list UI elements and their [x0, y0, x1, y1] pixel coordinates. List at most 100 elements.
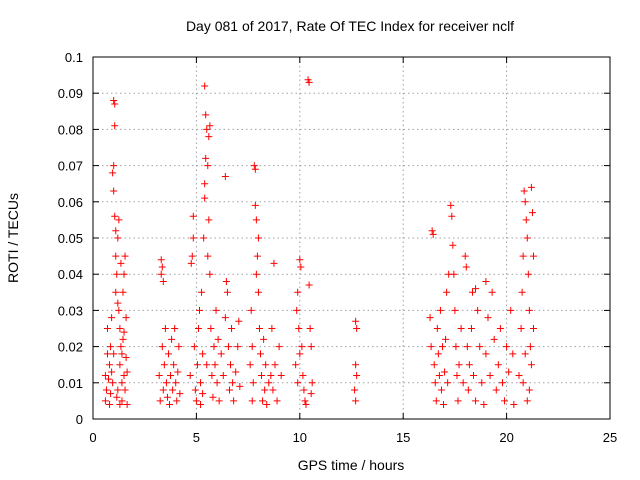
data-point	[118, 350, 126, 358]
data-point	[217, 350, 225, 358]
data-point	[190, 343, 198, 351]
data-point	[498, 379, 506, 387]
y-tick-label: 0.08	[58, 122, 83, 137]
data-point	[440, 401, 448, 409]
data-point	[200, 234, 208, 242]
y-tick-label: 0.09	[58, 86, 83, 101]
data-point	[115, 216, 123, 224]
y-tick-label: 0.05	[58, 231, 83, 246]
data-point	[123, 401, 131, 409]
data-point	[110, 187, 118, 195]
data-point	[224, 343, 232, 351]
data-point	[109, 379, 117, 387]
data-point	[122, 314, 130, 322]
data-point	[192, 397, 200, 405]
data-point	[223, 288, 231, 296]
data-point	[236, 382, 244, 390]
data-point	[191, 386, 199, 394]
data-point	[112, 252, 120, 260]
data-point	[435, 372, 443, 380]
data-point	[437, 386, 445, 394]
data-point	[509, 350, 517, 358]
data-point	[433, 325, 441, 332]
data-point	[186, 372, 194, 380]
data-point	[490, 335, 498, 343]
data-point	[476, 343, 484, 351]
data-point	[113, 393, 121, 401]
data-point	[505, 368, 513, 376]
data-point	[188, 252, 196, 260]
data-point	[517, 325, 525, 332]
data-point	[246, 361, 254, 369]
data-point	[296, 256, 304, 264]
data-point	[501, 397, 509, 405]
data-point	[441, 368, 449, 376]
data-point	[474, 306, 482, 314]
y-tick-label: 0.04	[58, 267, 83, 282]
data-point	[118, 397, 126, 405]
data-point	[515, 372, 523, 380]
data-point	[443, 288, 451, 296]
data-point	[254, 234, 262, 242]
data-point	[198, 288, 206, 296]
data-point	[116, 325, 124, 332]
data-point	[472, 285, 480, 293]
data-point	[464, 386, 472, 394]
data-point	[453, 372, 461, 380]
data-point	[247, 306, 255, 314]
data-point	[352, 397, 360, 405]
data-point	[299, 372, 307, 380]
data-point	[120, 328, 128, 336]
data-point	[155, 372, 163, 380]
data-point	[120, 372, 128, 380]
data-point	[160, 361, 168, 369]
data-point	[215, 397, 223, 405]
data-point	[158, 263, 166, 271]
data-point	[121, 252, 129, 260]
x-tick-label: 20	[499, 430, 513, 445]
data-point	[110, 350, 118, 358]
data-point	[232, 368, 240, 376]
data-point	[270, 259, 278, 267]
y-tick-label: 0.1	[65, 50, 83, 65]
y-tick-label: 0.06	[58, 195, 83, 210]
data-point	[526, 343, 534, 351]
data-point	[159, 277, 167, 285]
data-point	[300, 386, 308, 394]
data-point	[302, 401, 310, 409]
data-point	[111, 100, 119, 108]
data-point	[450, 270, 458, 278]
data-point	[230, 397, 238, 405]
data-point	[225, 386, 233, 394]
data-point	[261, 386, 269, 394]
data-point	[110, 162, 118, 170]
data-point	[211, 361, 219, 369]
data-point	[273, 397, 281, 405]
data-point	[292, 361, 300, 369]
data-point	[307, 343, 315, 351]
data-point	[119, 335, 127, 343]
data-point	[494, 361, 502, 369]
data-point	[271, 361, 279, 369]
data-point	[202, 154, 210, 162]
data-point	[294, 379, 302, 387]
data-point	[193, 361, 201, 369]
data-point	[436, 306, 444, 314]
data-point	[454, 397, 462, 405]
data-point	[262, 361, 270, 369]
data-point	[260, 335, 268, 343]
axis-ticks: 0 5 10 15 20 25 0 0.01 0.02 0.03 0.04 0.05 0.06 0.07 0…	[58, 50, 618, 445]
data-point	[103, 350, 111, 358]
data-point	[472, 397, 480, 405]
data-point	[114, 386, 122, 394]
data-point	[444, 379, 452, 387]
x-axis-label: GPS time / hours	[298, 457, 405, 473]
data-point	[307, 390, 315, 398]
data-point	[298, 343, 306, 351]
data-point	[176, 390, 184, 398]
data-point	[111, 122, 119, 130]
data-point	[235, 317, 243, 325]
data-point	[250, 162, 258, 170]
data-point	[187, 259, 195, 267]
